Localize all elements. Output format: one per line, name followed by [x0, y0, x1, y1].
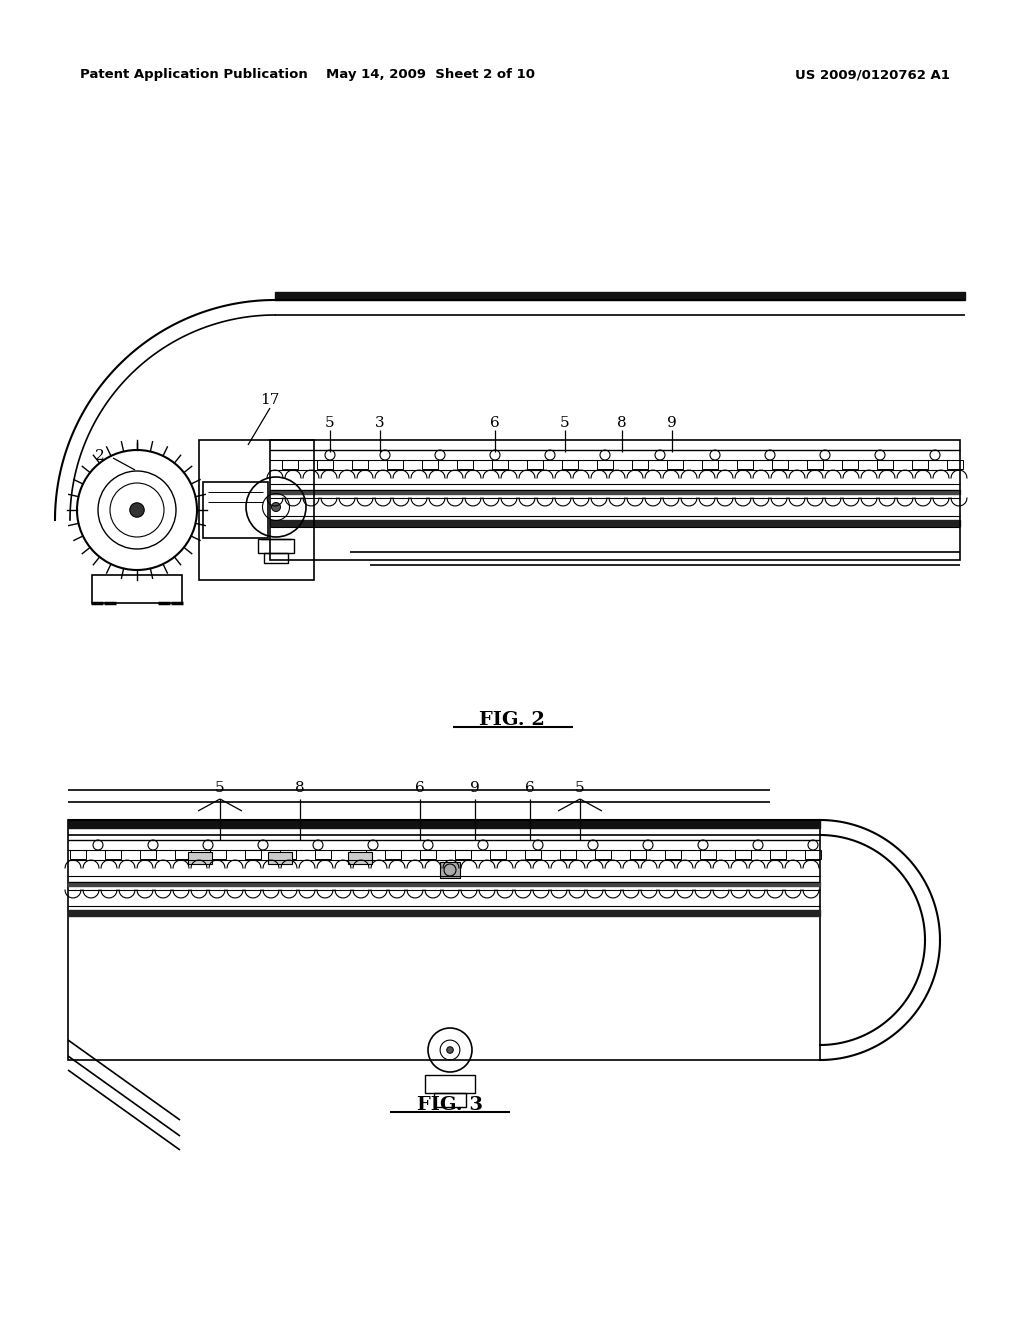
Text: 9: 9	[470, 781, 480, 795]
Bar	[92, 576, 182, 603]
Text: 5: 5	[326, 416, 335, 430]
Bar	[70, 850, 86, 859]
Text: May 14, 2009  Sheet 2 of 10: May 14, 2009 Sheet 2 of 10	[326, 69, 535, 81]
Text: FIG. 2: FIG. 2	[479, 711, 545, 729]
Bar	[210, 850, 226, 859]
Text: 5: 5	[215, 781, 225, 795]
Circle shape	[446, 1047, 454, 1053]
Bar	[595, 850, 611, 859]
Bar	[199, 440, 314, 579]
Bar	[282, 459, 298, 469]
Bar	[434, 1093, 466, 1107]
Bar	[630, 850, 646, 859]
Text: 6: 6	[490, 416, 500, 430]
Bar	[490, 850, 506, 859]
Bar	[805, 850, 821, 859]
Bar	[264, 553, 288, 564]
Bar	[562, 459, 578, 469]
Bar	[492, 459, 508, 469]
Text: 9: 9	[667, 416, 677, 430]
Text: 6: 6	[415, 781, 425, 795]
Bar	[912, 459, 928, 469]
Text: 5: 5	[575, 781, 585, 795]
Bar	[665, 850, 681, 859]
Bar	[315, 850, 331, 859]
Text: Patent Application Publication: Patent Application Publication	[80, 69, 308, 81]
Bar	[140, 850, 156, 859]
Bar	[268, 851, 292, 865]
Text: 2: 2	[95, 449, 104, 463]
Circle shape	[130, 503, 144, 517]
Text: 5: 5	[560, 416, 569, 430]
Bar	[772, 459, 788, 469]
Text: US 2009/0120762 A1: US 2009/0120762 A1	[795, 69, 950, 81]
Bar	[317, 459, 333, 469]
Text: 6: 6	[525, 781, 535, 795]
Bar	[350, 850, 366, 859]
Bar	[455, 850, 471, 859]
Bar	[807, 459, 823, 469]
Bar	[632, 459, 648, 469]
Text: 3: 3	[375, 416, 385, 430]
Bar	[440, 862, 460, 878]
Bar	[188, 851, 212, 865]
Bar	[245, 850, 261, 859]
Bar	[348, 851, 372, 865]
Bar	[422, 459, 438, 469]
Bar	[737, 459, 753, 469]
Bar	[947, 459, 963, 469]
Bar	[667, 459, 683, 469]
Text: FIG. 3: FIG. 3	[417, 1096, 483, 1114]
Text: 8: 8	[295, 781, 305, 795]
Bar	[560, 850, 575, 859]
Bar	[702, 459, 718, 469]
Text: 8: 8	[617, 416, 627, 430]
Bar	[385, 850, 401, 859]
Bar	[420, 850, 436, 859]
Text: 17: 17	[260, 393, 280, 407]
Bar	[68, 820, 820, 1060]
Bar	[842, 459, 858, 469]
Bar	[597, 459, 613, 469]
Bar	[387, 459, 403, 469]
Bar	[105, 850, 121, 859]
Bar	[700, 850, 716, 859]
Circle shape	[271, 503, 281, 511]
Bar	[525, 850, 541, 859]
Bar	[735, 850, 751, 859]
Bar	[258, 539, 294, 553]
Bar	[270, 440, 961, 560]
Bar	[527, 459, 543, 469]
Bar	[425, 1074, 475, 1093]
Bar	[280, 850, 296, 859]
Bar	[203, 482, 268, 539]
Bar	[175, 850, 191, 859]
Bar	[352, 459, 368, 469]
Bar	[877, 459, 893, 469]
Bar	[770, 850, 786, 859]
Bar	[457, 459, 473, 469]
